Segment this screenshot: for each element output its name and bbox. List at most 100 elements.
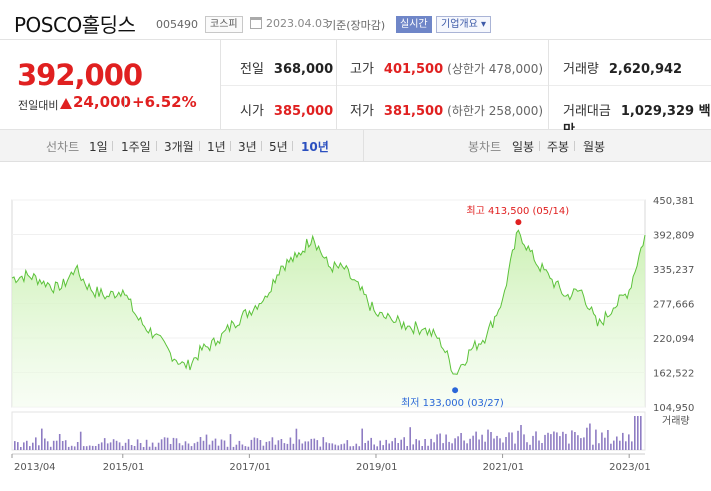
tab-5y[interactable]: 5년 (269, 140, 288, 154)
volume-bar (145, 439, 148, 450)
volume-bar (181, 445, 184, 450)
volume-bar (562, 431, 564, 450)
volume-bar (391, 441, 393, 450)
stock-code: 005490 (156, 18, 198, 31)
stock-header: POSCO홀딩스 005490 코스피 2023.04.03 기준(장마감) 실… (0, 0, 711, 40)
tab-divider (292, 141, 293, 151)
volume-bar (304, 441, 307, 450)
tab-divider (156, 141, 157, 151)
tab-monthly[interactable]: 월봉 (583, 140, 606, 154)
volume-bar (79, 431, 82, 450)
volume-bar (280, 439, 283, 450)
volume-bar (514, 443, 516, 450)
volume-bar (175, 438, 178, 450)
open-value: 385,000 (273, 104, 334, 119)
volume-bar (424, 439, 426, 450)
volume-bar (418, 440, 420, 450)
day-high: 고가 401,500 (상한가 478,000) (350, 58, 543, 77)
volume-bar (574, 432, 576, 450)
volume-bar (622, 432, 624, 450)
y-axis-ticks: 450,381 392,809 335,237 277,666 220,094 162,5… (653, 196, 694, 414)
tab-1d[interactable]: 1일 (89, 140, 108, 154)
volume-bar (460, 433, 462, 450)
volume-bar (340, 444, 343, 450)
min-label: 최저 133,000 (03/27) (401, 397, 504, 409)
volume-bar (367, 440, 369, 450)
current-price-panel: 392,000 전일대비 24,000 +6.52% (0, 40, 221, 130)
volume-bar (433, 442, 435, 450)
volume-bar (163, 437, 166, 450)
volume-bar (253, 437, 256, 450)
volume-bar (586, 427, 588, 450)
volume-bar (493, 438, 495, 450)
high-label: 고가 (350, 62, 374, 77)
volume-bar (544, 434, 546, 450)
tab-10y[interactable]: 10년 (301, 140, 329, 154)
volume-bar (247, 446, 250, 450)
volume-bar (29, 446, 31, 450)
volume-bar (106, 443, 109, 450)
low-value: 381,500 (383, 104, 444, 119)
line-chart-label: 선차트 (46, 140, 80, 154)
volume-bar (139, 443, 142, 450)
volume-bar (58, 434, 61, 450)
volume-bar (484, 441, 486, 450)
volume-bar (523, 434, 525, 450)
volume-bar (415, 439, 417, 450)
tab-3y[interactable]: 3년 (238, 140, 257, 154)
volume-bar (406, 446, 408, 450)
volume-bar (94, 446, 97, 450)
volume-bar (550, 434, 552, 450)
volume-bar (82, 446, 85, 450)
volume-bar (541, 443, 543, 450)
volume-bar (154, 446, 157, 450)
volume-bar (136, 439, 139, 450)
volume-bar (469, 438, 471, 450)
open-label: 시가 (240, 104, 264, 119)
tab-1w[interactable]: 1주일 (121, 140, 151, 154)
volume-bar (376, 446, 378, 450)
tab-divider (539, 141, 540, 151)
tab-3m[interactable]: 3개월 (164, 140, 194, 154)
volume-bar (625, 441, 627, 450)
volume-value: 2,620,942 (608, 62, 683, 77)
realtime-button[interactable]: 실시간 (396, 16, 432, 33)
volume-bar (268, 441, 271, 450)
volume-bar (328, 443, 331, 450)
volume-bar (277, 440, 280, 450)
volume-bar (337, 445, 340, 450)
prev-close: 전일 368,000 (240, 58, 333, 77)
volume-bar (526, 442, 528, 450)
up-triangle-icon (60, 98, 72, 109)
price-chart[interactable]: 450,381 392,809 335,237 277,666 220,094 162,5… (0, 162, 711, 491)
volume-bar (100, 442, 103, 450)
tab-daily[interactable]: 일봉 (512, 140, 535, 154)
volume-bar (505, 437, 507, 450)
price-chart-svg: 450,381 392,809 335,237 277,666 220,094 162,5… (11, 196, 694, 473)
volume-bar (115, 440, 118, 450)
tab-divider (112, 141, 113, 151)
volume-bar (412, 444, 414, 450)
volume-bar (580, 438, 582, 450)
volume-bar (448, 441, 450, 450)
volume-bar (289, 437, 292, 450)
volume-bar (184, 441, 187, 450)
volume-bar (166, 437, 169, 450)
volume-bar (208, 444, 211, 450)
amount-label: 거래대금 (563, 104, 611, 119)
volume-bar (283, 443, 286, 450)
prev-close-label: 전일 (240, 62, 264, 77)
market-badge: 코스피 (205, 16, 243, 33)
tab-weekly[interactable]: 주봉 (547, 140, 570, 154)
volume: 거래량 2,620,942 (563, 58, 682, 77)
volume-bar (439, 433, 441, 450)
volume-bar (571, 430, 573, 450)
max-label: 최고 413,500 (05/14) (466, 205, 569, 217)
min-marker (452, 387, 459, 394)
volume-bar (55, 440, 58, 450)
volume-bar (187, 443, 190, 450)
tab-1y[interactable]: 1년 (207, 140, 226, 154)
change-percent: +6.52% (132, 93, 197, 111)
volume-bar (130, 445, 133, 450)
company-overview-dropdown[interactable]: 기업개요 ▾ (436, 16, 491, 33)
